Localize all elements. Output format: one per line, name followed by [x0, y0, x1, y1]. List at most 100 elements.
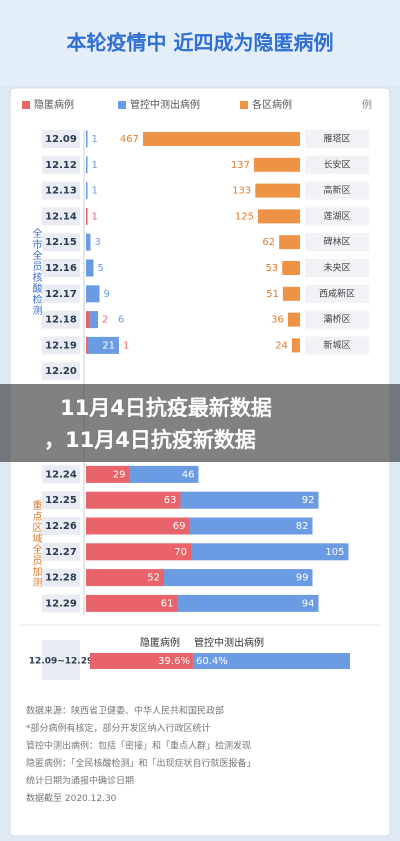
note: 统计日期为通报中确诊日期	[26, 775, 134, 787]
value-label: 94	[302, 598, 315, 609]
district-bar	[282, 261, 300, 275]
district-box	[305, 181, 369, 200]
unit: 例	[362, 98, 372, 111]
date-box	[42, 155, 80, 174]
date-box	[42, 207, 80, 226]
date-box	[42, 259, 80, 277]
date-box	[42, 130, 80, 148]
district-name: 碑林区	[323, 236, 350, 248]
bar-segment	[86, 233, 91, 251]
bar-segment	[89, 311, 98, 329]
value-label: 69	[173, 521, 186, 532]
value-label: 52	[147, 573, 160, 584]
district-name: 新城区	[323, 339, 350, 351]
bar-segment	[86, 336, 88, 354]
district-value: 137	[231, 160, 250, 171]
date-label: 12.17	[45, 289, 77, 300]
value-label: 2	[102, 315, 108, 326]
bar-segment	[86, 311, 89, 329]
overlay-text: ，11月4日抗疫新数据	[44, 428, 256, 452]
bar-segment	[180, 491, 319, 509]
district-box	[305, 310, 369, 329]
date-box	[42, 181, 80, 200]
bar-segment	[86, 207, 88, 225]
value-label: 105	[325, 547, 344, 558]
bar-segment	[86, 594, 178, 612]
summary-period: 12.09~12.29	[29, 657, 93, 667]
note: 管控中测出病例：包括「密接」和「重点人群」检测发现	[26, 740, 251, 752]
legend-label: 隐匿病例	[34, 98, 74, 111]
bar-segment	[86, 156, 88, 174]
district-box	[305, 259, 369, 277]
date-box	[42, 310, 80, 329]
value-label: 3	[95, 237, 101, 248]
value-label: 70	[174, 547, 187, 558]
bar-segment	[129, 465, 199, 483]
date-box	[42, 233, 80, 252]
summary-segment	[90, 653, 193, 669]
district-value: 467	[120, 134, 139, 145]
note: *部分病例有核定，部分开发区纳入行政区统计	[26, 722, 211, 734]
bar-segment	[86, 285, 100, 303]
overlay-text: 11月4日抗疫最新数据	[60, 396, 272, 420]
legend-swatch	[240, 101, 248, 109]
value-label: 1	[123, 340, 129, 351]
district-value: 51	[266, 289, 279, 300]
date-box	[42, 284, 80, 303]
date-label: 12.13	[45, 186, 77, 197]
date-label: 12.25	[45, 495, 77, 506]
bar-segment	[86, 569, 164, 587]
value-label: 1	[92, 211, 98, 222]
date-label: 12.29	[45, 598, 77, 609]
bar-segment	[86, 543, 191, 561]
district-bar	[253, 157, 300, 172]
summary-label: 60.4%	[196, 656, 228, 667]
district-bar	[279, 235, 300, 250]
district-box	[305, 233, 369, 252]
district-box	[305, 155, 369, 174]
district-bar	[287, 312, 300, 327]
overlay-band	[0, 384, 400, 462]
district-box	[305, 336, 369, 355]
summary-legend: 隐匿病例	[140, 636, 180, 649]
district-name: 高新区	[323, 184, 350, 196]
district-box	[305, 284, 369, 303]
date-label: 12.16	[45, 263, 77, 274]
date-label: 12.20	[45, 366, 77, 377]
date-label: 12.12	[45, 160, 77, 171]
district-value: 125	[235, 211, 254, 222]
date-box	[42, 336, 80, 355]
bar-segment	[189, 517, 313, 535]
district-value: 62	[262, 237, 275, 248]
bar-segment	[86, 130, 88, 148]
district-name: 莲湖区	[323, 210, 350, 222]
district-value: 133	[232, 186, 251, 197]
date-label: 12.18	[45, 315, 77, 326]
district-name: 雁塔区	[323, 133, 350, 145]
date-label: 12.09	[45, 134, 77, 145]
bar-segment	[86, 517, 190, 535]
bar-segment	[164, 569, 313, 587]
bar-segment	[86, 465, 130, 483]
note: 数据截至 2020.12.30	[26, 792, 117, 804]
district-bar	[143, 132, 300, 146]
value-label: 63	[164, 495, 177, 506]
date-label: 12.15	[45, 237, 77, 248]
district-bar	[257, 209, 300, 224]
value-label: 82	[296, 521, 309, 532]
date-label: 12.24	[45, 469, 77, 480]
summary-legend: 管控中测出病例	[194, 636, 264, 649]
date-box	[42, 491, 80, 510]
bar-segment	[191, 543, 349, 561]
date-box	[42, 362, 80, 381]
value-label: 46	[182, 469, 195, 480]
value-label: 92	[302, 495, 315, 506]
value-label: 9	[104, 289, 110, 300]
district-bar	[291, 338, 300, 353]
phase-label: 全市全员核酸检测	[30, 227, 42, 316]
date-label: 12.27	[45, 547, 77, 558]
bar-segment	[86, 259, 94, 277]
district-box	[305, 207, 369, 226]
date-box	[42, 465, 80, 484]
